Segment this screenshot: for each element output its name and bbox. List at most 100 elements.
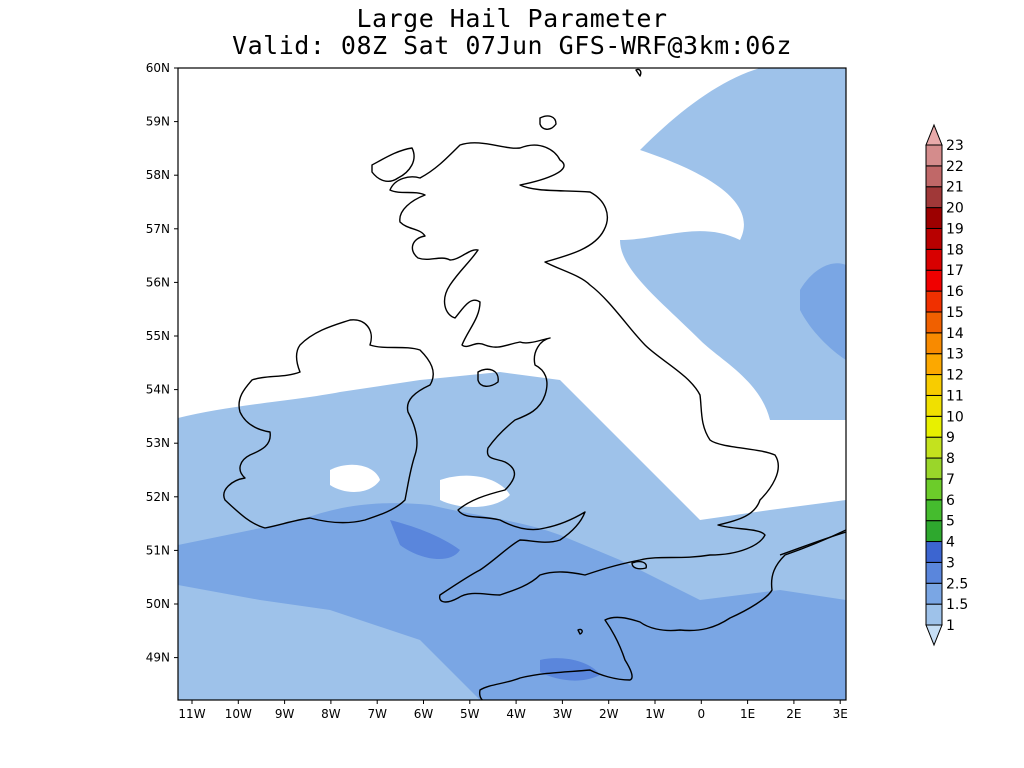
field-level-1-5-north (620, 68, 846, 420)
field-shading (178, 68, 846, 700)
colorbar-label: 5 (946, 514, 955, 530)
colorbar-label: 17 (946, 263, 964, 279)
lon-tick-label: 8W (321, 707, 341, 721)
colorbar-swatch (925, 520, 943, 543)
colorbar-swatch (925, 269, 943, 292)
coastline-orkney (539, 115, 557, 130)
colorbar-label: 11 (946, 388, 964, 404)
map-title: Large Hail Parameter (356, 4, 668, 33)
colorbar-label: 14 (946, 326, 964, 342)
colorbar-swatch (925, 248, 943, 271)
colorbar-swatch (925, 436, 943, 459)
lat-tick-label: 55N (146, 329, 170, 343)
colorbar-swatch (925, 311, 943, 334)
colorbar-label: 1.5 (946, 597, 968, 613)
field-no-value-wales (440, 475, 510, 507)
coastline-great-britain (389, 142, 779, 603)
lon-tick-label: 0 (697, 707, 705, 721)
colorbar-label: 23 (946, 138, 964, 154)
colorbar-label: 6 (946, 493, 955, 509)
coastline-outer-hebrides (371, 147, 415, 182)
lat-tick-label: 59N (146, 115, 170, 129)
colorbar-label: 3 (946, 555, 955, 571)
lon-tick-label: 10W (225, 707, 252, 721)
lon-tick-label: 5W (460, 707, 480, 721)
lat-tick-label: 49N (146, 651, 170, 665)
map-subtitle: Valid: 08Z Sat 07Jun GFS-WRF@3km:06z (232, 31, 792, 60)
colorbar-low-arrow (925, 624, 943, 647)
field-level-2-5-sw (178, 503, 846, 700)
colorbar-label: 4 (946, 535, 955, 551)
colorbar-label: 9 (946, 430, 955, 446)
colorbar-swatch (925, 541, 943, 563)
field-level-1-5-irish-sea (480, 402, 520, 434)
colorbar-swatch (925, 603, 943, 626)
coastline-belgium-netherlands (779, 531, 846, 556)
colorbar-label: 13 (946, 347, 964, 363)
colorbar-label: 22 (946, 159, 964, 175)
colorbar-swatch (925, 561, 943, 584)
lon-tick-label: 1W (645, 707, 665, 721)
colorbar-swatch (925, 186, 943, 209)
field-level-2-5-ne (800, 263, 846, 360)
colorbar-label: 19 (946, 221, 964, 237)
coastline-channel-islands (577, 628, 583, 635)
coastline-france-north (479, 529, 846, 700)
colorbar-swatch (925, 353, 943, 376)
colorbar-swatch (925, 499, 943, 522)
colorbar-label: 1 (946, 618, 955, 634)
colorbar-label: 2.5 (946, 576, 968, 592)
field-no-value-ireland (330, 464, 380, 492)
longitude-axis: 11W 10W 9W 8W 7W 6W 5W 4W 3W 2W 1W 0 1E 2E 3E (178, 700, 848, 721)
lat-tick-label: 57N (146, 222, 170, 236)
colorbar-label: 8 (946, 451, 955, 467)
plot-frame (177, 67, 847, 701)
colorbar-high-arrow (925, 123, 943, 146)
colorbar-swatch (925, 207, 943, 229)
colorbar-swatch (925, 332, 943, 355)
colorbar-label: 16 (946, 284, 964, 300)
colorbar-label: 18 (946, 242, 964, 258)
colorbar-label: 20 (946, 201, 964, 217)
lon-tick-label: 1E (740, 707, 755, 721)
lon-tick-label: 2E (786, 707, 801, 721)
coastline-isle-of-man (477, 368, 499, 387)
coastline-isle-of-wight (631, 560, 647, 570)
lon-tick-label: 3W (553, 707, 573, 721)
coastlines (223, 68, 846, 700)
lat-tick-label: 60N (146, 61, 170, 75)
colorbar-swatch (925, 394, 943, 417)
field-level-3-small (540, 658, 600, 681)
coastline-ireland (223, 319, 434, 529)
colorbar-swatch (925, 582, 943, 605)
colorbar-label: 10 (946, 409, 964, 425)
lat-tick-label: 54N (146, 383, 170, 397)
coastline-shetland (635, 68, 642, 77)
lon-tick-label: 6W (414, 707, 434, 721)
lat-tick-label: 53N (146, 436, 170, 450)
lon-tick-label: 3E (833, 707, 848, 721)
colorbar-label: 7 (946, 472, 955, 488)
lat-tick-label: 56N (146, 275, 170, 289)
colorbar-swatch (925, 415, 943, 438)
colorbar: 1 1.5 2.5 3 4 5 6 7 8 9 10 11 12 13 14 15 16 17 18 19 20 21 22… (925, 123, 968, 647)
lon-tick-label: 11W (178, 707, 205, 721)
field-level-3-core (390, 520, 460, 560)
lon-tick-label: 9W (275, 707, 295, 721)
lon-tick-label: 7W (367, 707, 387, 721)
latitude-axis: 60N 59N 58N 57N 56N 55N 54N 53N 52N 51N 50N 49N (146, 61, 178, 665)
lon-tick-label: 2W (599, 707, 619, 721)
colorbar-label: 21 (946, 180, 964, 196)
colorbar-swatch (925, 144, 943, 167)
lat-tick-label: 51N (146, 543, 170, 557)
colorbar-label: 12 (946, 368, 964, 384)
lat-tick-label: 58N (146, 168, 170, 182)
lon-tick-label: 4W (506, 707, 526, 721)
colorbar-swatch (925, 165, 943, 188)
colorbar-swatch (925, 227, 943, 250)
colorbar-swatch (925, 478, 943, 501)
field-level-1-5-north-east-corner (815, 68, 846, 140)
colorbar-label: 15 (946, 305, 964, 321)
lat-tick-label: 50N (146, 597, 170, 611)
